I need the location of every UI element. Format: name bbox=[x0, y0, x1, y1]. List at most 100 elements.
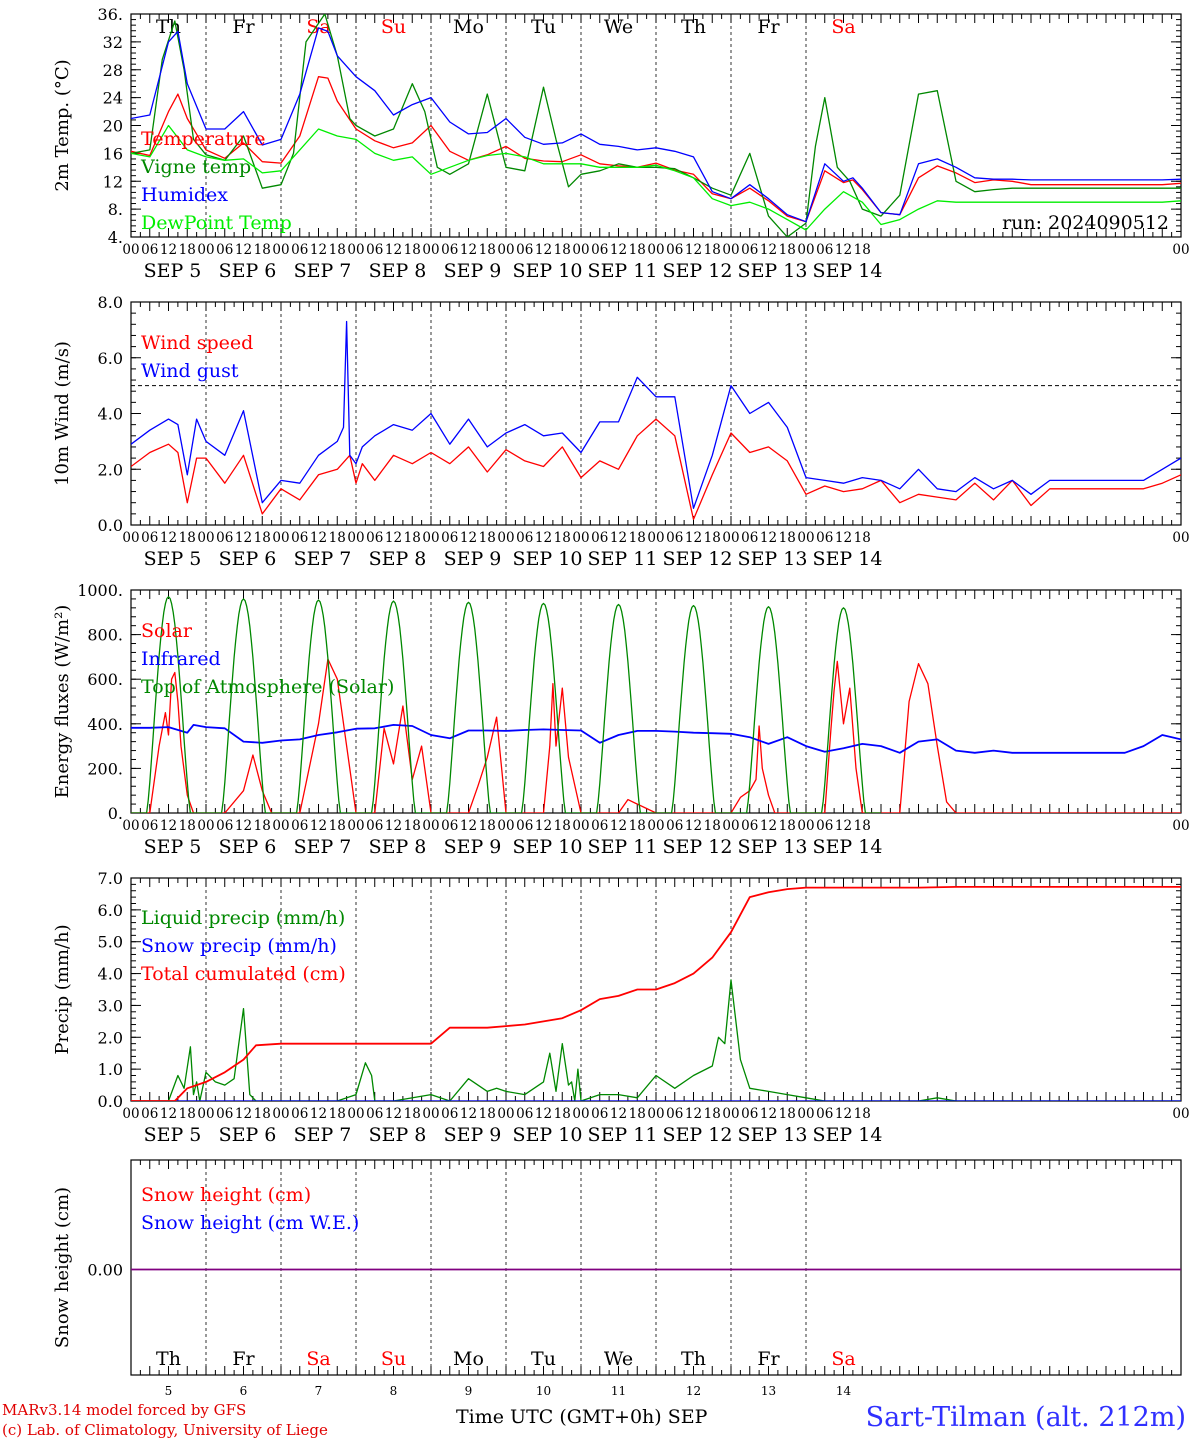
legend-entry: Snow precip (mm/h) bbox=[141, 935, 337, 957]
x-hour-label: 00 bbox=[272, 1106, 289, 1122]
x-date-label: SEP 6 bbox=[219, 260, 277, 282]
x-hour-label: 18 bbox=[779, 1106, 796, 1122]
x-date-label: SEP 13 bbox=[738, 548, 808, 570]
x-date-label: SEP 13 bbox=[738, 836, 808, 858]
x-date-label: SEP 14 bbox=[813, 836, 883, 858]
x-hour-label: 00 bbox=[647, 1106, 664, 1122]
x-date-label: SEP 7 bbox=[294, 836, 352, 858]
plot-area bbox=[131, 14, 1181, 237]
x-hour-label: 06 bbox=[216, 242, 233, 258]
x-hour-label: 18 bbox=[404, 818, 421, 834]
y-tick-label: 16 bbox=[103, 144, 123, 163]
x-hour-label: 00 bbox=[422, 530, 439, 546]
x-date-label: SEP 5 bbox=[144, 548, 202, 570]
y-tick-label: 0.0 bbox=[98, 1092, 123, 1111]
x-hour-label: 18 bbox=[554, 818, 571, 834]
legend-entry: Liquid precip (mm/h) bbox=[141, 907, 345, 929]
series-line-humidex bbox=[131, 27, 1181, 223]
x-hour-label: 00 bbox=[197, 530, 214, 546]
x-hour-label: 18 bbox=[704, 1106, 721, 1122]
x-hour-label: 18 bbox=[554, 1106, 571, 1122]
x-hour-label: 18 bbox=[629, 530, 646, 546]
y-tick-label: 8. bbox=[108, 200, 123, 219]
x-hour-label: 06 bbox=[291, 242, 308, 258]
x-hour-label: 06 bbox=[816, 818, 833, 834]
x-hour-label: 12 bbox=[160, 242, 177, 258]
x-hour-label: 12 bbox=[535, 818, 552, 834]
x-date-label: SEP 11 bbox=[588, 260, 658, 282]
legend-entry: Wind speed bbox=[141, 332, 253, 354]
x-hour-label: 12 bbox=[460, 818, 477, 834]
x-hour-label: 00 bbox=[272, 242, 289, 258]
x-date-label: SEP 12 bbox=[663, 1124, 733, 1146]
weekday-label: Th bbox=[681, 1348, 706, 1370]
x-hour-label: 18 bbox=[254, 530, 271, 546]
x-hour-label: 12 bbox=[535, 1106, 552, 1122]
weekday-label: Sa bbox=[831, 1348, 855, 1370]
x-hour-label: 18 bbox=[479, 1106, 496, 1122]
series-line-temperature bbox=[131, 76, 1181, 223]
x-date-label: SEP 14 bbox=[813, 1124, 883, 1146]
y-tick-label: 0.0 bbox=[98, 516, 123, 535]
x-hour-label: 00 bbox=[497, 530, 514, 546]
y-tick-label: 600. bbox=[87, 670, 123, 689]
x-date-label: SEP 7 bbox=[294, 1124, 352, 1146]
x-date-label: SEP 5 bbox=[144, 836, 202, 858]
x-hour-label: 00 bbox=[197, 818, 214, 834]
x-hour-label: 18 bbox=[704, 818, 721, 834]
x-date-label: SEP 9 bbox=[444, 260, 502, 282]
x-hour-label: 18 bbox=[854, 818, 871, 834]
x-hour-label: 12 bbox=[310, 530, 327, 546]
x-hour-label: 06 bbox=[441, 1106, 458, 1122]
x-hour-label: 12 bbox=[460, 242, 477, 258]
series-line-dewpoint-temp bbox=[131, 124, 1181, 231]
x-hour-label: 06 bbox=[291, 530, 308, 546]
legend-entry: Solar bbox=[141, 620, 193, 642]
x-date-label: SEP 9 bbox=[444, 548, 502, 570]
y-tick-label: 2.0 bbox=[98, 460, 123, 479]
x-hour-label: 06 bbox=[741, 818, 758, 834]
x-hour-label: 00 bbox=[272, 530, 289, 546]
x-hour-label: 18 bbox=[854, 530, 871, 546]
y-tick-label: 3.0 bbox=[98, 996, 123, 1015]
x-hour-label: 06 bbox=[291, 818, 308, 834]
legend-entry: DewPoint Temp bbox=[141, 212, 292, 234]
legend-entry: Humidex bbox=[141, 184, 228, 206]
x-hour-label: 12 bbox=[760, 530, 777, 546]
footer-credits: MARv3.14 model forced by GFS (c) Lab. of… bbox=[2, 1400, 328, 1440]
legend-entry: Total cumulated (cm) bbox=[141, 963, 346, 985]
x-date-label: SEP 10 bbox=[513, 548, 583, 570]
y-tick-label: 0. bbox=[108, 804, 123, 823]
x-hour-label: 00 bbox=[797, 530, 814, 546]
x-hour-label: 06 bbox=[141, 818, 158, 834]
x-date-label: 9 bbox=[465, 1384, 473, 1398]
x-date-label: SEP 12 bbox=[663, 548, 733, 570]
legend-entry: Snow height (cm) bbox=[141, 1184, 311, 1206]
x-hour-label: 00 bbox=[122, 818, 139, 834]
legend-entry: Temperature bbox=[141, 128, 265, 150]
x-hour-label: 00 bbox=[347, 1106, 364, 1122]
legend-entry: Top of Atmosphere (Solar) bbox=[141, 676, 394, 698]
x-hour-label: 18 bbox=[479, 818, 496, 834]
y-tick-label: 36. bbox=[98, 5, 123, 24]
series-line-total-cumulated-cm bbox=[131, 886, 1181, 1101]
x-hour-label: 18 bbox=[854, 1106, 871, 1122]
x-hour-label: 00 bbox=[1172, 1106, 1189, 1122]
y-tick-label: 1.0 bbox=[98, 1060, 123, 1079]
x-hour-label: 00 bbox=[422, 818, 439, 834]
y-tick-label: 32 bbox=[103, 33, 123, 52]
series-line-wind-gust bbox=[131, 320, 1181, 509]
x-hour-label: 12 bbox=[460, 1106, 477, 1122]
x-hour-label: 06 bbox=[441, 818, 458, 834]
x-hour-label: 12 bbox=[685, 242, 702, 258]
y-tick-label: 1000. bbox=[77, 581, 123, 600]
y-tick-label: 24 bbox=[103, 89, 123, 108]
x-hour-label: 18 bbox=[179, 530, 196, 546]
x-hour-label: 00 bbox=[722, 818, 739, 834]
x-hour-label: 06 bbox=[591, 818, 608, 834]
x-date-label: SEP 12 bbox=[663, 260, 733, 282]
x-hour-label: 12 bbox=[535, 530, 552, 546]
x-date-label: SEP 9 bbox=[444, 836, 502, 858]
x-hour-label: 06 bbox=[366, 242, 383, 258]
weekday-label: Tu bbox=[531, 16, 556, 38]
